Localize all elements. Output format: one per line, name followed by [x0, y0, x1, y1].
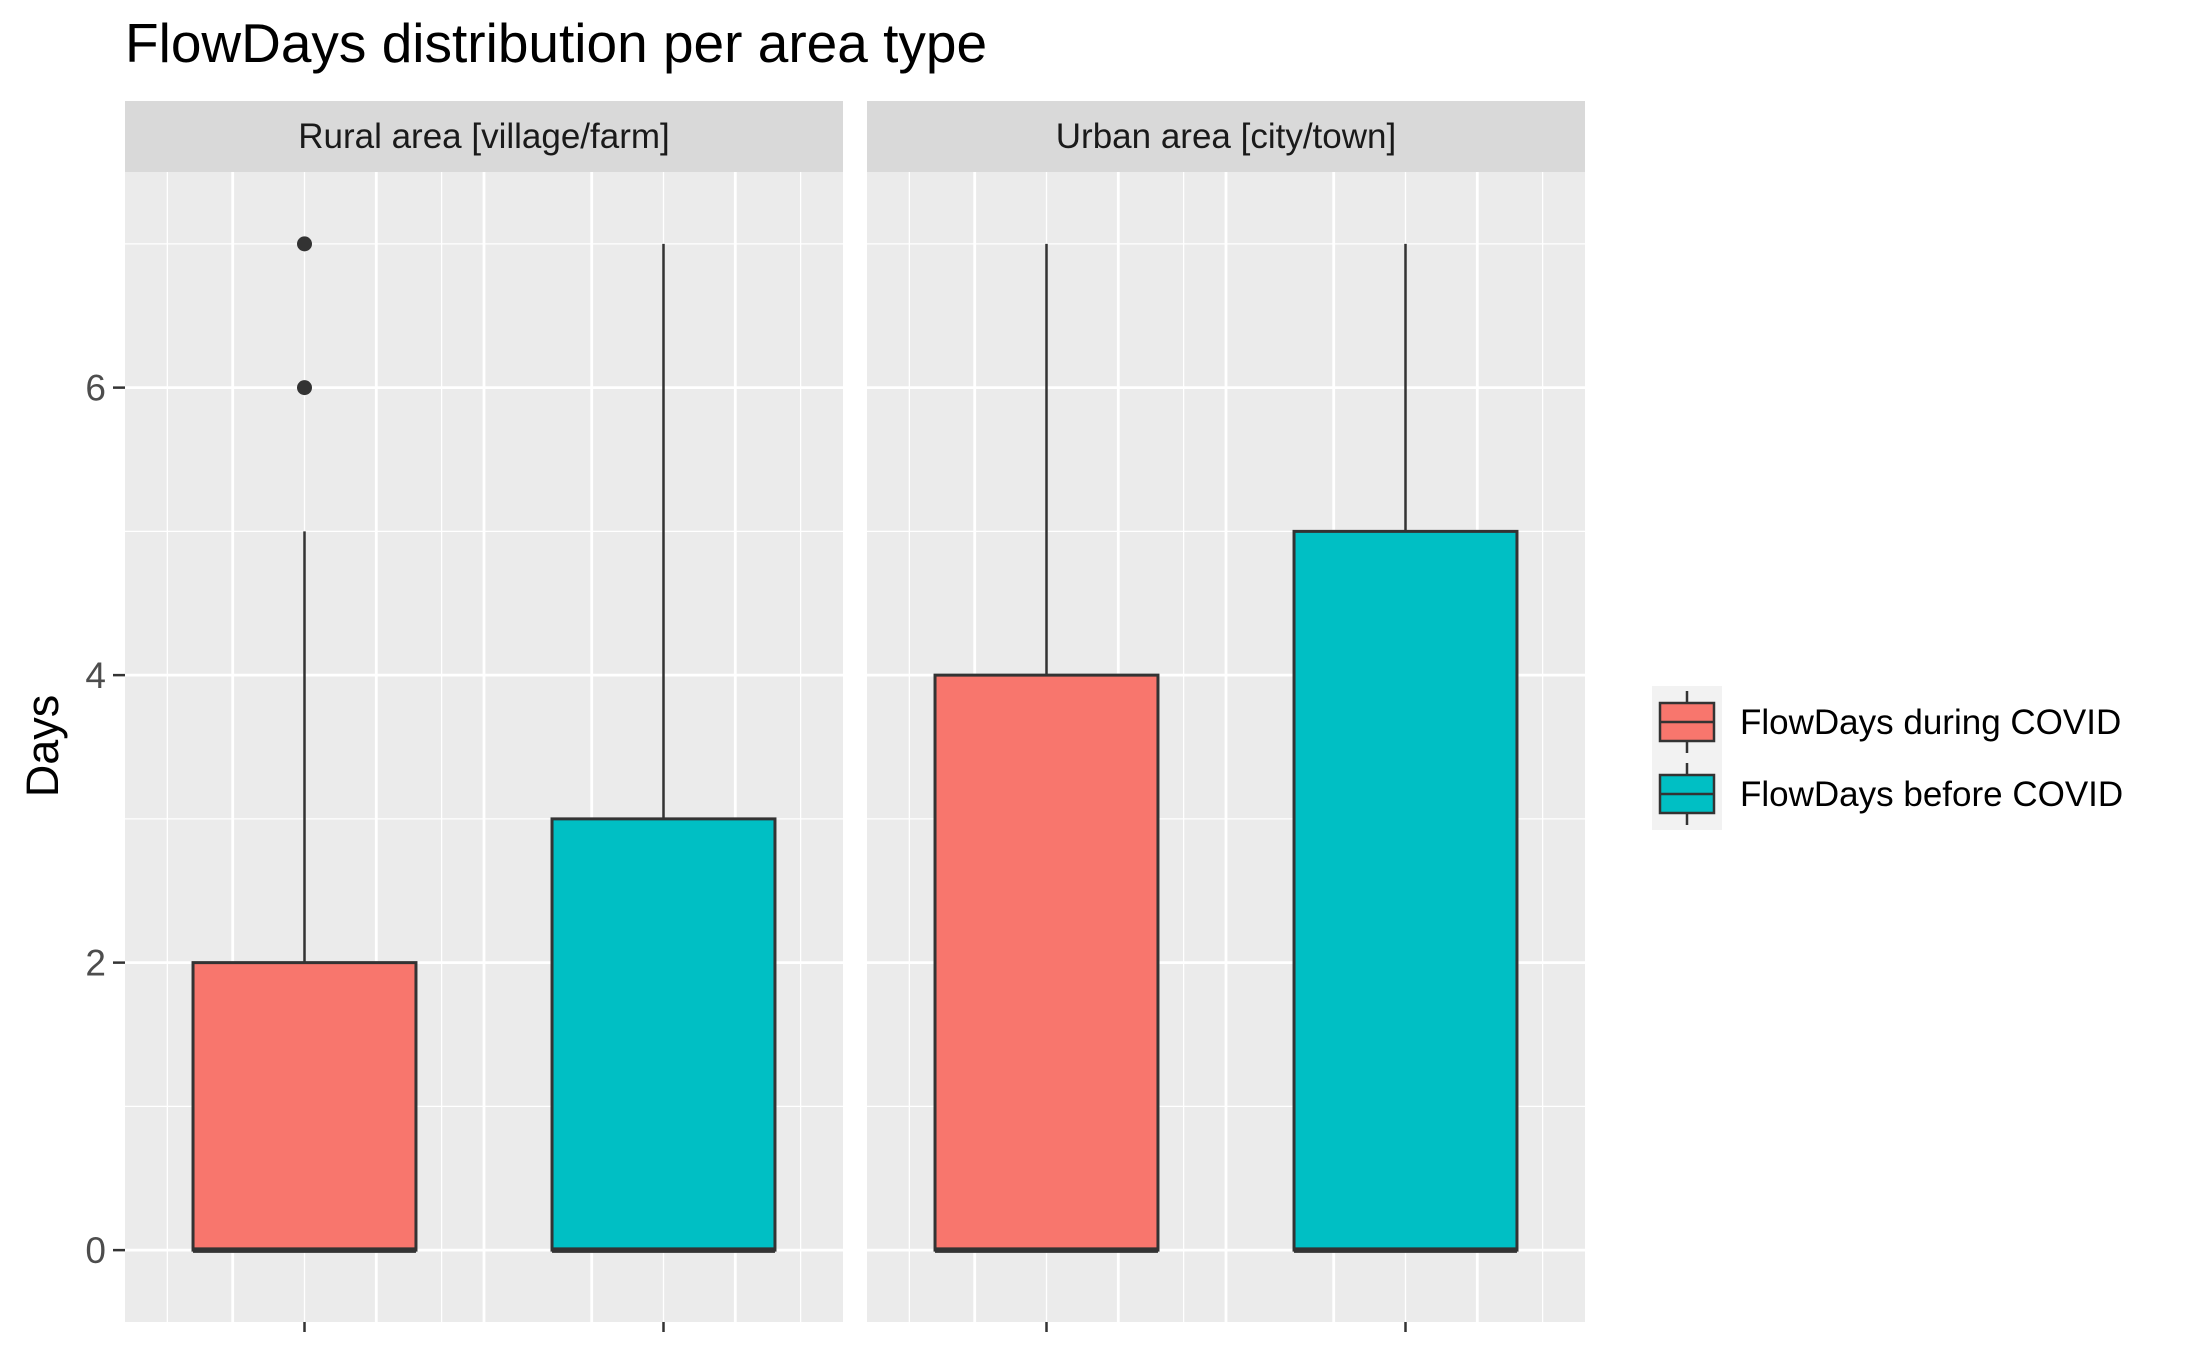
y-tick-label: 4	[85, 655, 106, 696]
box-body	[1292, 529, 1519, 1252]
box	[191, 236, 418, 1253]
y-tick-label: 6	[85, 368, 106, 409]
box	[550, 243, 777, 1253]
legend-item: FlowDays before COVID	[1652, 758, 2123, 830]
facet-strip	[867, 101, 1585, 172]
legend: FlowDays during COVID FlowDays before COV…	[1652, 686, 2123, 830]
facet-panels: Rural area [village/farm] Urban area [cit…	[125, 101, 1585, 1322]
facet-panel: Urban area [city/town]	[867, 101, 1585, 1322]
y-axis: 0 2 4 6	[85, 368, 1407, 1332]
facet-strip-label: Urban area [city/town]	[1056, 117, 1396, 156]
legend-label: FlowDays during COVID	[1740, 703, 2121, 742]
box	[1292, 243, 1519, 1253]
y-axis-title: Days	[17, 695, 68, 798]
box-body	[550, 817, 777, 1252]
outlier-point	[297, 380, 312, 396]
facet-strip-label: Rural area [village/farm]	[298, 117, 670, 156]
box-body	[933, 673, 1160, 1252]
y-tick-label: 0	[85, 1230, 106, 1271]
outlier-point	[297, 236, 312, 252]
y-tick-label: 2	[85, 943, 106, 984]
box	[933, 243, 1160, 1253]
legend-item: FlowDays during COVID	[1652, 686, 2121, 758]
facet-panel: Rural area [village/farm]	[125, 101, 843, 1322]
box-body	[191, 961, 418, 1252]
chart-title: FlowDays distribution per area type	[125, 12, 987, 74]
legend-label: FlowDays before COVID	[1740, 775, 2123, 814]
facet-strip	[125, 101, 843, 172]
